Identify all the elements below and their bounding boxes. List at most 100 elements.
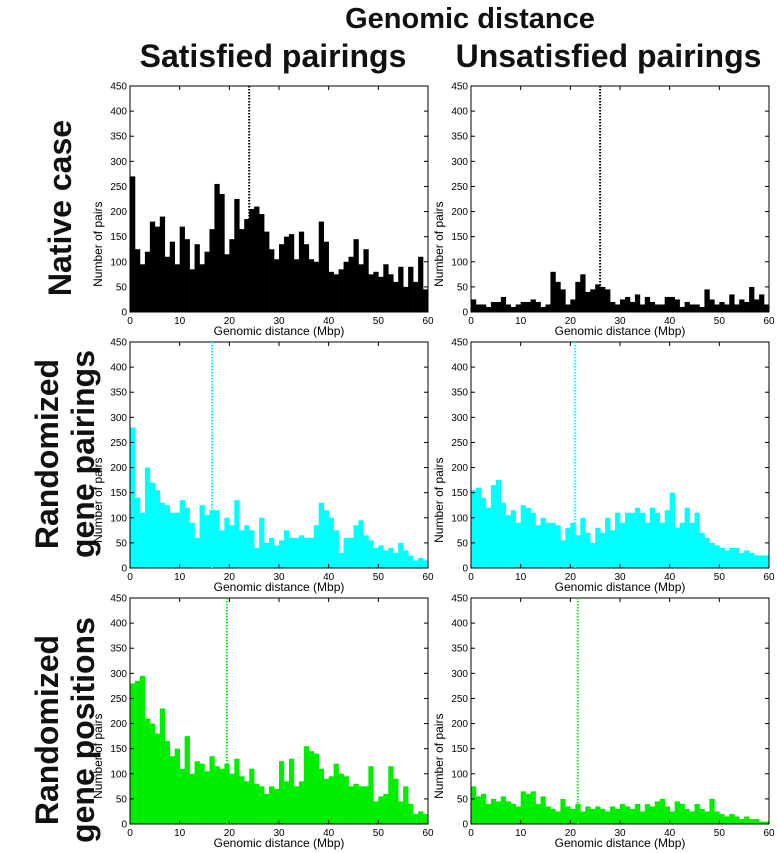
histogram-bar <box>368 766 374 824</box>
histogram-bar <box>570 522 576 568</box>
y-tick-label: 450 <box>451 594 468 605</box>
histogram-bar <box>234 758 240 824</box>
x-tick-label: 30 <box>273 828 285 839</box>
histogram-bar <box>699 808 705 824</box>
histogram-bar <box>595 806 601 824</box>
histogram-bar <box>144 251 151 312</box>
histogram-bar <box>520 791 526 824</box>
histogram-bar <box>639 811 646 824</box>
histogram-bar <box>363 249 369 312</box>
histogram-bar <box>303 244 310 312</box>
histogram-bar <box>274 788 280 824</box>
histogram-bar <box>689 304 695 312</box>
x-tick-label: 60 <box>763 572 775 583</box>
y-tick-label: 450 <box>110 338 127 349</box>
histogram-bar <box>704 537 710 568</box>
x-tick-label: 10 <box>515 316 527 327</box>
x-tick-label: 40 <box>323 572 335 583</box>
y-axis-label: Number of pairs <box>432 458 446 543</box>
histogram-bar <box>644 522 651 568</box>
histogram-bar <box>174 748 180 824</box>
histogram-bar <box>535 803 541 824</box>
histogram-bar <box>388 274 394 312</box>
histogram-bar <box>590 808 596 824</box>
y-tick-label: 450 <box>451 82 468 93</box>
histogram-bar <box>644 296 651 312</box>
histogram-bar <box>724 304 730 312</box>
x-tick-label: 30 <box>614 828 626 839</box>
histogram-bar <box>174 512 180 568</box>
histogram-bar <box>709 542 715 568</box>
x-tick-label: 30 <box>273 572 285 583</box>
x-tick-label: 40 <box>664 828 676 839</box>
histogram-bar <box>139 675 146 824</box>
histogram-bar <box>644 803 651 824</box>
histogram-bar <box>279 761 285 824</box>
histogram-bar <box>398 801 404 824</box>
histogram-bar <box>288 758 295 824</box>
histogram-bar <box>264 793 270 824</box>
x-axis-label: Genomic distance (Mbp) <box>555 324 686 338</box>
y-tick-label: 100 <box>110 769 127 780</box>
histogram-bar <box>475 796 482 824</box>
y-tick-label: 200 <box>110 463 127 474</box>
histogram-bar <box>313 525 320 568</box>
histogram-bar <box>471 299 477 312</box>
y-tick-label: 250 <box>451 694 468 705</box>
histogram-bar <box>634 507 641 568</box>
panel-native-satisfied: 0 50 100 150 200 250 300 350 400 450 0 10 20 30 40 50 60… <box>91 82 434 339</box>
histogram-bar <box>413 281 419 312</box>
x-tick-label: 20 <box>565 572 577 583</box>
histogram-bar <box>229 525 235 568</box>
histogram-bar <box>699 532 705 568</box>
histogram-bar <box>408 803 414 824</box>
histogram-bar <box>378 276 384 312</box>
x-axis-label: Genomic distance (Mbp) <box>555 836 686 850</box>
x-tick-label: 40 <box>664 572 676 583</box>
histogram-bar <box>585 532 591 568</box>
histogram-bar <box>485 507 492 568</box>
histogram-bar <box>530 512 536 568</box>
histogram-bar <box>283 236 290 312</box>
histogram-bar <box>689 811 695 824</box>
histogram-bar <box>343 776 349 824</box>
histogram-bar <box>179 768 185 824</box>
y-tick-label: 0 <box>462 820 468 831</box>
histogram-bar <box>480 497 487 568</box>
histogram-bar <box>669 811 675 824</box>
x-tick-label: 50 <box>714 828 726 839</box>
histogram-bar <box>664 296 670 312</box>
histogram-bar <box>620 522 626 568</box>
histogram-bar <box>353 239 359 312</box>
histogram-bar <box>229 773 235 824</box>
y-tick-label: 150 <box>110 232 127 243</box>
x-axis-label: Genomic distance (Mbp) <box>214 836 345 850</box>
histogram-bar <box>323 778 329 824</box>
histogram-bar <box>610 301 616 312</box>
histogram-bar <box>363 535 369 568</box>
histogram-bar <box>239 229 245 312</box>
histogram-bar <box>149 221 156 312</box>
column-title-satisfied: Satisfied pairings <box>139 38 407 74</box>
x-tick-label: 0 <box>127 572 133 583</box>
panel-random-positions-satisfied: 0 50 100 150 200 250 300 350 400 450 0 10 20 30 40 50 60… <box>91 594 434 851</box>
histogram-bar <box>269 786 275 824</box>
histogram-bar <box>739 818 745 824</box>
histogram-bar <box>739 552 745 568</box>
histogram-bar <box>764 555 770 568</box>
histogram-bar <box>328 517 334 568</box>
y-axis-label: Number of pairs <box>91 202 105 287</box>
histogram-bar <box>164 741 171 824</box>
histogram-bar <box>194 244 200 312</box>
histogram-bar <box>383 550 389 568</box>
y-tick-label: 150 <box>451 232 468 243</box>
histogram-bar <box>393 281 399 312</box>
histogram-bar <box>714 545 720 568</box>
histogram-bar <box>615 304 621 312</box>
histogram-bar <box>744 550 750 568</box>
histogram-bar <box>373 271 379 312</box>
x-tick-label: 20 <box>224 316 236 327</box>
histogram-bar <box>149 723 156 824</box>
histogram-bar <box>754 555 760 568</box>
y-tick-label: 100 <box>451 257 468 268</box>
